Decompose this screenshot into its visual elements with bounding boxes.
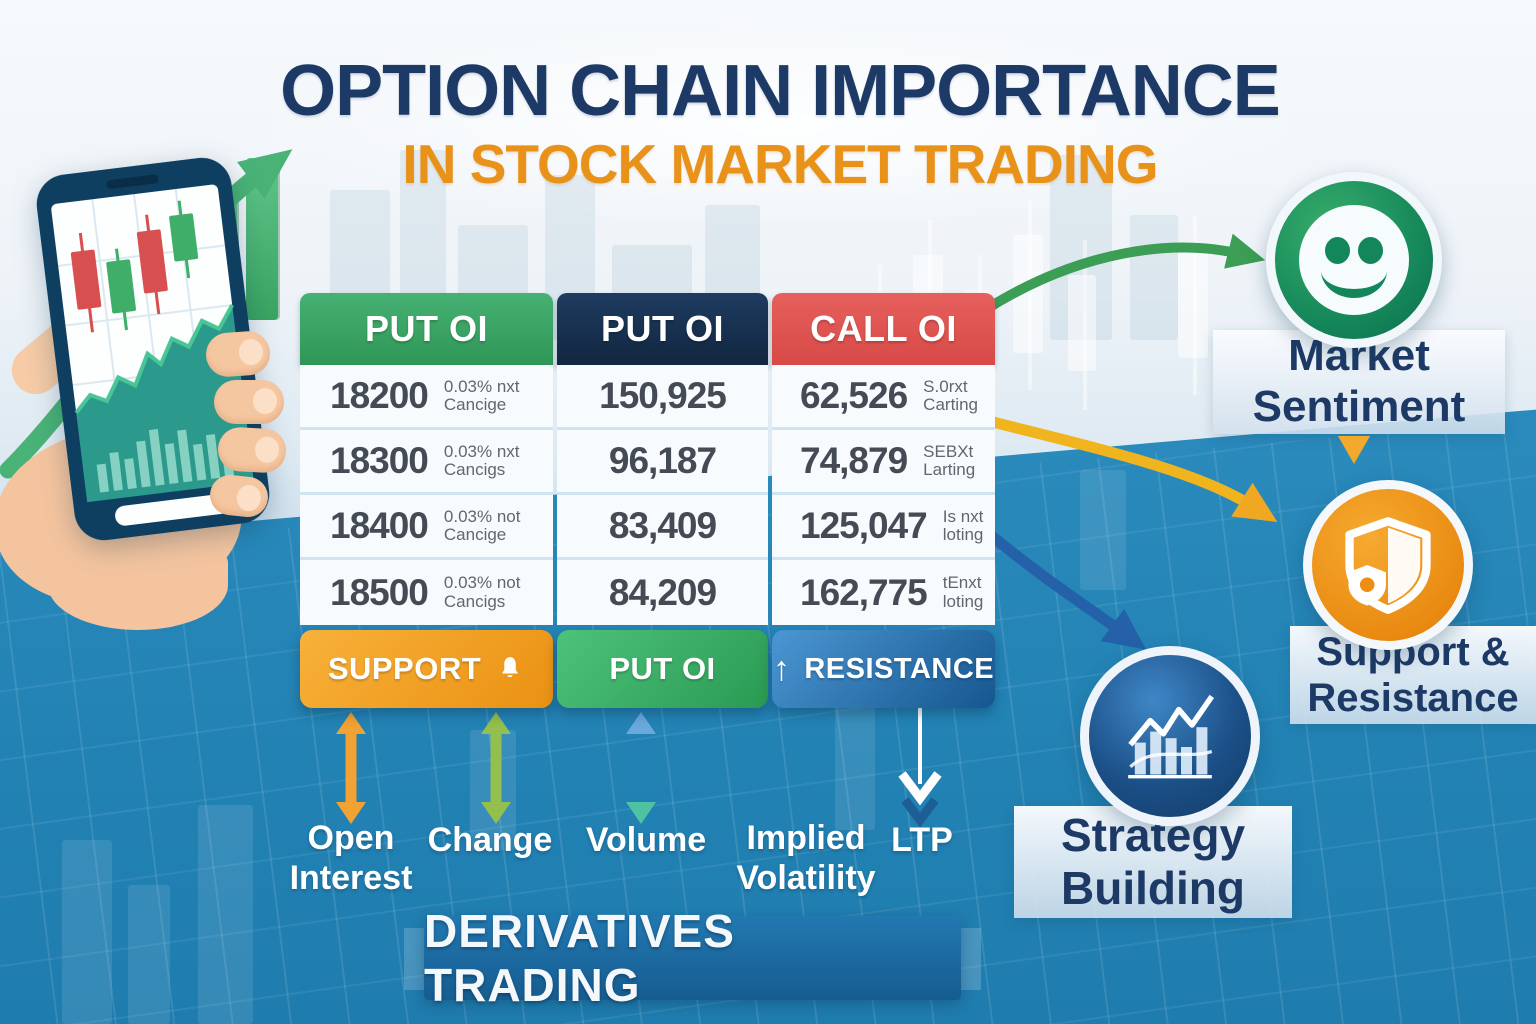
metric-open-interest: Open Interest <box>289 819 413 898</box>
strike-note: 0.03% not Cancigs <box>443 573 521 611</box>
title-glow <box>230 20 1330 230</box>
put-oi-value: 84,209 <box>608 571 717 613</box>
table-row: 18400 0.03% not Cancige <box>300 495 553 560</box>
fingernail <box>238 338 264 366</box>
put-oi-value: 83,409 <box>608 505 717 546</box>
metric-change: Change <box>427 821 553 859</box>
strike-value: 18300 <box>330 440 429 481</box>
smiley-mouth <box>1321 264 1387 298</box>
bg-bar <box>198 805 253 1024</box>
strategy-glyph <box>1128 694 1215 779</box>
fingernail <box>253 388 277 414</box>
ltp-arrow-icon <box>898 702 942 828</box>
column-header-call-oi: CALL OI <box>772 293 995 365</box>
resistance-label: RESISTANCE <box>804 652 995 685</box>
call-note: S.0rxt Carting <box>923 376 978 414</box>
table-row: 18200 0.03% nxt Cancige <box>300 365 553 430</box>
call-note: Is nxt loting <box>942 506 984 544</box>
call-note: tEnxt loting <box>942 573 984 611</box>
bg-bar <box>62 840 112 1024</box>
option-chain-table: PUT OI 18200 0.03% nxt Cancige 18300 0.03… <box>300 293 995 625</box>
change-arrow-icon <box>481 712 511 824</box>
fingernail <box>235 483 263 513</box>
table-row: 96,187 <box>557 430 768 495</box>
strike-note: 0.03% not Cancige <box>443 506 521 544</box>
smiley-eye <box>1358 237 1383 264</box>
table-row: 83,409 <box>557 495 768 560</box>
put-oi-column: PUT OI 150,925 96,187 83,409 84,209 <box>557 293 768 625</box>
derivatives-trading-banner: DERIVATIVES TRADING <box>424 905 961 1011</box>
call-oi-value: 125,047 <box>800 505 928 546</box>
strategy-chart-icon <box>1080 646 1260 826</box>
fingernail <box>254 436 280 464</box>
table-row: 125,047 Is nxt loting <box>772 495 995 560</box>
table-row: 162,775 tEnxt loting <box>772 560 995 625</box>
hand-wrist <box>48 540 228 630</box>
bg-candle <box>1178 250 1208 358</box>
call-oi-value: 74,879 <box>800 440 908 481</box>
put-oi-value: 96,187 <box>608 440 717 481</box>
bg-bar <box>1080 470 1126 590</box>
column-header-put-oi-green: PUT OI <box>300 293 553 365</box>
strategy-building-label: Strategy Building <box>1014 806 1292 918</box>
page-title: OPTION CHAIN IMPORTANCE <box>280 51 1281 131</box>
metric-ltp: LTP <box>891 821 953 859</box>
call-oi-value: 62,526 <box>800 375 908 416</box>
support-chip: SUPPORT <box>300 630 553 708</box>
page-subtitle: IN STOCK MARKET TRADING <box>402 133 1158 195</box>
bg-candle <box>1068 275 1096 371</box>
skyline-building <box>1130 215 1178 340</box>
bg-bar <box>128 885 170 1024</box>
put-oi-chip: PUT OI <box>557 630 768 708</box>
shield-icon <box>1303 480 1473 650</box>
sentiment-to-shield-arrow-icon <box>1338 436 1370 464</box>
up-arrow-icon: ↑ <box>772 649 791 688</box>
column-header-put-oi-navy: PUT OI <box>557 293 768 365</box>
support-label: SUPPORT <box>327 651 482 686</box>
bg-candle <box>1013 235 1043 353</box>
bell-icon <box>502 657 519 678</box>
metric-implied-volatility: Implied Volatility <box>736 819 876 898</box>
strike-value: 18200 <box>330 375 429 416</box>
table-row: 18500 0.03% not Cancigs <box>300 560 553 625</box>
metric-volume: Volume <box>585 821 707 859</box>
strike-note: 0.03% nxt Cancigs <box>443 441 520 479</box>
shield-glyph <box>1345 517 1431 614</box>
table-row: 150,925 <box>557 365 768 430</box>
resistance-chip: ↑ RESISTANCE <box>772 630 995 708</box>
call-oi-value: 162,775 <box>800 571 928 613</box>
strike-value: 18400 <box>330 505 429 546</box>
table-row: 74,879 SEBXt Larting <box>772 430 995 495</box>
strike-value: 18500 <box>330 571 429 613</box>
hand-finger <box>214 380 284 424</box>
open-interest-arrow-icon <box>336 712 366 824</box>
table-row: 18300 0.03% nxt Cancigs <box>300 430 553 495</box>
table-row: 84,209 <box>557 560 768 625</box>
call-oi-column: CALL OI 62,526 S.0rxt Carting 74,879 SEBX… <box>772 293 995 625</box>
put-oi-chip-label: PUT OI <box>609 651 716 686</box>
table-row: 62,526 S.0rxt Carting <box>772 365 995 430</box>
smiley-eye <box>1325 237 1350 264</box>
call-note: SEBXt Larting <box>923 441 976 479</box>
strike-note: 0.03% nxt Cancige <box>443 376 520 414</box>
volume-arrow-icon <box>626 712 656 824</box>
bg-bar <box>835 700 875 830</box>
smiley-face <box>1299 205 1409 315</box>
put-oi-value: 150,925 <box>599 375 727 416</box>
hand-finger <box>216 426 288 474</box>
smiley-icon <box>1266 172 1442 348</box>
strike-column: PUT OI 18200 0.03% nxt Cancige 18300 0.03… <box>300 293 553 625</box>
